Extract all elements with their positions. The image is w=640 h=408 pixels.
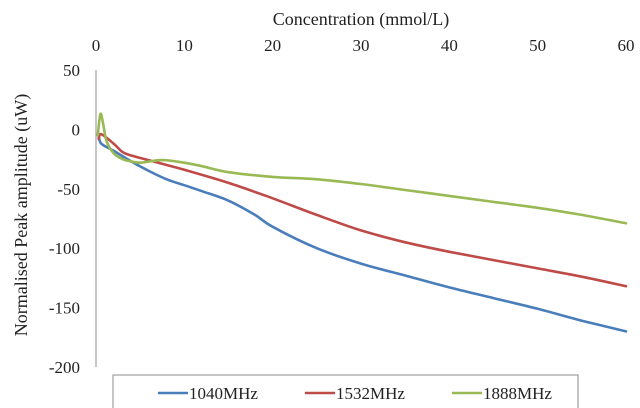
plot-series xyxy=(96,112,628,333)
series-line-1888MHz xyxy=(96,112,628,225)
legend-label-1888MHz: 1888MHz xyxy=(483,384,552,403)
x-axis-title: Concentration (mmol/L) xyxy=(273,9,449,30)
y-tick-label: -200 xyxy=(49,358,80,377)
y-tick-label: 50 xyxy=(63,61,80,80)
legend-label-1532MHz: 1532MHz xyxy=(336,384,405,403)
x-tick-label: 10 xyxy=(176,36,193,55)
x-tick-label: 60 xyxy=(618,36,635,55)
y-tick-label: -100 xyxy=(49,239,80,258)
x-tick-label: 0 xyxy=(92,36,101,55)
y-tick-label: 0 xyxy=(72,120,81,139)
x-tick-label: 20 xyxy=(264,36,281,55)
x-tick-label: 50 xyxy=(529,36,546,55)
y-tick-label: -150 xyxy=(49,299,80,318)
legend: 1040MHz 1532MHz 1888MHz xyxy=(158,384,552,403)
y-axis-title: Normalised Peak amplitude (uW) xyxy=(11,94,32,336)
legend-label-1040MHz: 1040MHz xyxy=(189,384,258,403)
y-tick-labels: 50 0 -50 -100 -150 -200 xyxy=(49,61,80,377)
legend-box xyxy=(112,374,579,408)
series-line-1040MHz xyxy=(97,134,628,333)
x-tick-labels: 0 10 20 30 40 50 60 xyxy=(92,36,635,55)
y-tick-label: -50 xyxy=(57,180,80,199)
series-line-1532MHz xyxy=(97,132,628,288)
x-tick-label: 40 xyxy=(441,36,458,55)
x-tick-label: 30 xyxy=(353,36,370,55)
